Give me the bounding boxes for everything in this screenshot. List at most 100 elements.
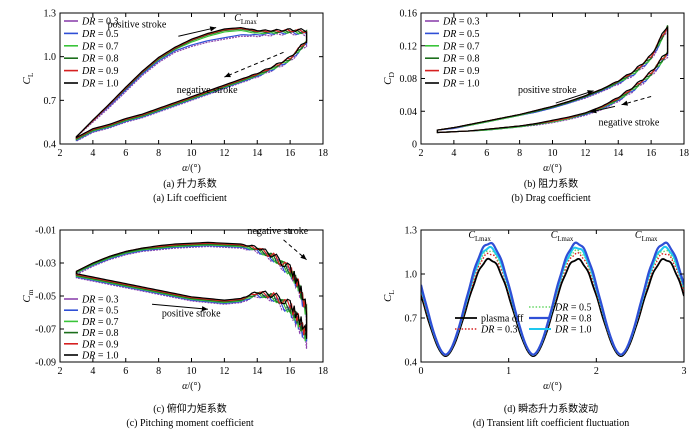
panel-a-legend-val: = 0.8 (95, 54, 118, 65)
panel-a-ylabel: CL (21, 72, 35, 84)
panel-b-xtick-label: 8 (517, 148, 522, 159)
panel-c-xtick-label: 8 (156, 366, 161, 377)
panel-a-xlabel-alpha: α (182, 163, 188, 174)
panel-a-xtick-label: 14 (252, 148, 262, 159)
panel-d-annotation-main: C (635, 230, 642, 241)
panel-b-annotation-main: negative stroke (599, 118, 660, 129)
panel-a-caption-en: (a) Lift coefficient (153, 193, 227, 204)
panel-c-arrow-head (300, 253, 307, 260)
panel-d-legend-var: DR (554, 325, 568, 336)
panel-d-legend-var: DR (554, 303, 568, 314)
panel-a-series-line (75, 26, 308, 139)
panel-d-legend-label: DR = 1.0 (554, 325, 591, 336)
panel-c-caption-zh: (c) 俯仰力矩系数 (153, 402, 227, 415)
panel-d-annotation: CLmax (468, 230, 491, 243)
panel-d-annotation-sub: Lmax (475, 236, 491, 243)
panel-c-ytick-label: -0.07 (35, 325, 56, 336)
panel-b-legend-val: = 0.3 (456, 17, 479, 28)
panel-a-xtick-label: 6 (123, 148, 128, 159)
panel-a-legend-var: DR (81, 29, 95, 40)
panel-a-lift-coefficient: DR = 0.3DR = 0.5DR = 0.7DR = 0.8DR = 0.9… (21, 9, 328, 205)
panel-a-arrow-head (224, 72, 231, 78)
panel-b-legend-val: = 0.8 (456, 54, 479, 65)
panel-a-xtick-label: 8 (156, 148, 161, 159)
panel-c-arrow-head (201, 306, 208, 312)
panel-c-ytick-label: -0.09 (35, 358, 56, 369)
panel-a-legend-val: = 0.7 (95, 41, 118, 52)
panel-a-legend-val: = 1.0 (95, 79, 118, 90)
panel-b-xtick-label: 14 (613, 148, 623, 159)
panel-c-ylabel-sub: m (26, 289, 35, 295)
panel-b-plot: DR = 0.3DR = 0.5DR = 0.7DR = 0.8DR = 0.9… (382, 9, 689, 175)
panel-b-legend-label: DR = 1.0 (442, 79, 479, 90)
panel-a-legend-var: DR (81, 79, 95, 90)
panel-c-ylabel: Cm (21, 289, 35, 302)
panel-d-legend-label: DR = 0.5 (554, 303, 591, 314)
panel-a-ytick-label: 1.3 (44, 9, 57, 20)
panel-c-legend-var: DR (81, 328, 95, 339)
panel-c-legend-val: = 0.9 (95, 339, 118, 350)
panel-b-series-line (436, 25, 669, 134)
panel-a-legend-label: DR = 0.3 (81, 17, 118, 28)
panel-d-ytick-label: 0.7 (405, 314, 418, 325)
panel-b-legend-val: = 0.7 (456, 41, 479, 52)
panel-b-xtick-label: 2 (419, 148, 424, 159)
panel-c-legend-var: DR (81, 295, 95, 306)
panel-c-xlabel-alpha: α (182, 381, 188, 392)
panel-d-legend-var: DR (554, 314, 568, 325)
panel-c-legend-val: = 0.5 (95, 306, 118, 317)
panel-c-xlabel: α/(°) (182, 381, 201, 392)
panel-d-xtick-label: 3 (682, 366, 687, 377)
panel-a-legend-val: = 0.5 (95, 29, 118, 40)
panel-a-annotation: CLmax (234, 13, 257, 26)
panel-d-ylabel-sub: L (387, 290, 396, 295)
panel-a-legend-label: DR = 1.0 (81, 79, 118, 90)
panel-b-xtick-label: 4 (451, 148, 456, 159)
panel-a-annotation-sub: Lmax (241, 19, 257, 26)
panel-d-frame (420, 229, 685, 363)
panel-c-xtick-label: 18 (318, 366, 328, 377)
panel-b-legend-var: DR (442, 29, 456, 40)
panel-c-legend-var: DR (81, 306, 95, 317)
panel-a-ytick-label: 0.7 (44, 96, 57, 107)
panel-b-ylabel-main: C (382, 77, 394, 85)
panel-a-arrow-shaft (224, 51, 284, 78)
panel-d-legend-label: DR = 0.3 (480, 325, 517, 336)
panel-b-legend-label: DR = 0.8 (442, 54, 479, 65)
panel-c-legend-label: DR = 0.3 (81, 295, 118, 306)
panel-b-xtick-label: 18 (679, 148, 689, 159)
panel-b-xtick-label: 10 (548, 148, 558, 159)
panel-a-annotation-main: negative stroke (177, 85, 238, 96)
panel-c-arrow-shaft (152, 303, 208, 310)
panel-a-legend-var: DR (81, 17, 95, 28)
panel-d-legend-label: DR = 0.8 (554, 314, 591, 325)
panel-d-legend-val: = 0.5 (568, 303, 591, 314)
panel-a-legend-var: DR (81, 54, 95, 65)
panel-b-legend-label: DR = 0.9 (442, 66, 479, 77)
panel-c-legend-label: DR = 0.9 (81, 339, 118, 350)
panel-b-xtick-label: 16 (646, 148, 656, 159)
panel-c-legend-val: = 1.0 (95, 351, 118, 362)
panel-d-legend-val: = 0.8 (568, 314, 591, 325)
panel-d-legend-label: plasma off (481, 314, 524, 325)
panel-b-annotation: positive stroke (518, 85, 577, 96)
panel-b-xlabel-unit: /(°) (548, 163, 561, 174)
panel-d-annotation: CLmax (551, 230, 574, 243)
panel-a-ytick-label: 0.4 (44, 140, 57, 151)
panel-a-legend-var: DR (81, 41, 95, 52)
panel-d-annotation-sub: Lmax (642, 236, 658, 243)
panel-c-ylabel-main: C (21, 295, 33, 303)
panel-a-ytick-label: 1.0 (44, 52, 57, 63)
panel-a-plot: DR = 0.3DR = 0.5DR = 0.7DR = 0.8DR = 0.9… (21, 9, 328, 175)
panel-a-legend-label: DR = 0.9 (81, 66, 118, 77)
panel-c-xtick-label: 4 (90, 366, 95, 377)
panel-c-xtick-label: 6 (123, 366, 128, 377)
panel-b-caption-en: (b) Drag coefficient (511, 193, 590, 204)
panel-b-legend-var: DR (442, 66, 456, 77)
panel-a-annotation-main: positive stroke (108, 20, 167, 31)
panel-c-legend-label: DR = 0.7 (81, 317, 118, 328)
panel-c-annotation-main: negative stroke (247, 226, 308, 237)
panel-c-caption-en: (c) Pitching moment coefficient (126, 418, 253, 429)
